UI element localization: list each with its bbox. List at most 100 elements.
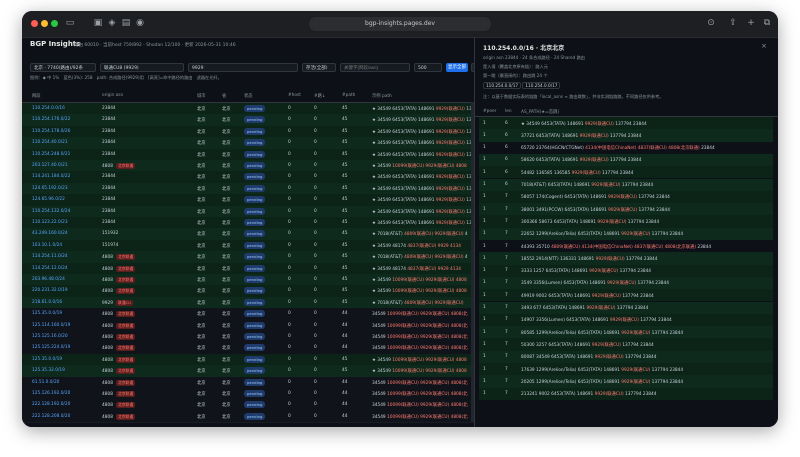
as-path-row[interactable]: 1 7 14907 3356(Lumen) 6453(TATA) 148691 99… — [479, 313, 773, 327]
as-path-row[interactable]: 1 7 38001 3491(PCCW) 6453(TATA) 148691 992… — [479, 203, 773, 216]
download-icon[interactable]: ⊙ — [707, 18, 715, 28]
as-path-row[interactable]: 1 7 300366 58673 6453(TATA) 148691 9929(联通… — [479, 215, 773, 228]
as-path-hop: 6453(TATA) — [546, 342, 573, 348]
as-path-row[interactable]: 1 7 3549 3356(Lumen) 6453(TATA) 148691 992… — [479, 276, 773, 290]
len-cell: 7 — [505, 305, 508, 310]
as-path-cell: 65720 23764(HGCN/CTGNet) 4134(中国电信ChinaN… — [521, 145, 715, 151]
sidebar-icon[interactable]: ▭ — [65, 18, 75, 28]
status-badge: pending — [244, 298, 266, 306]
prefix-cell: 110.254.132.0/24 — [32, 208, 71, 214]
as-path-row[interactable]: 1 6 54482 136585 136585 9929(联通CU) 137794 … — [479, 166, 773, 179]
as-path-row[interactable]: 1 6 37721 6453(TATA) 148691 9929(联通CU) 137… — [479, 129, 773, 142]
table-row[interactable]: 110.254.176.0/22 23844 北京 北京 pending 0 0 45 ★ 34… — [22, 114, 474, 127]
as-path-row[interactable]: 1 6 ★ 34549 6453(TATA) 148691 9929(联通CU) 1… — [479, 117, 773, 130]
search-input[interactable] — [340, 63, 410, 72]
as-path-hop: ★ — [372, 243, 376, 249]
as-path-row[interactable]: 1 7 49919 9002 6453(TATA) 148691 9929(联通CU… — [479, 289, 773, 302]
host-cell: 0 — [288, 220, 291, 225]
prov-cell: 北京 — [222, 141, 231, 147]
as-path-row[interactable]: 1 7 22652 1299(Arelion/Telia) 6453(TATA) 1… — [479, 227, 773, 240]
extension-icon[interactable]: ◉ — [136, 18, 144, 28]
as-path-hop: 34549 — [375, 175, 391, 181]
table-row[interactable]: 222.128.208.0/20 4808 北京联通 北京 北京 pending 0 0 44 3… — [22, 410, 474, 424]
col-status[interactable]: 状态 — [244, 94, 253, 99]
tab-icon[interactable]: ▣ — [93, 18, 103, 28]
status-badge: pending — [244, 150, 266, 158]
col-sample-path[interactable]: 示例 path — [372, 94, 392, 99]
as-path-row[interactable]: 1 7 80087 34549 6453(TATA) 148691 9929(联通C… — [479, 350, 773, 363]
routes-cell: 0 — [314, 185, 317, 191]
status-select[interactable]: 存活(全部) — [302, 63, 336, 72]
as-path-hop: 148691 — [588, 195, 607, 201]
col-city[interactable]: 城市 — [197, 94, 206, 99]
subnet-chip-2[interactable]: 110.254.0.0/17 — [522, 82, 561, 89]
table-scrollbar[interactable] — [471, 102, 474, 422]
status-badge: pending — [244, 162, 266, 169]
asn-input[interactable]: 9929 — [188, 63, 298, 72]
as-path-row[interactable]: 1 7 3333 1257 6453(TATA) 148691 9929(联通CU)… — [479, 264, 773, 277]
col-prov[interactable]: 省 — [222, 94, 227, 99]
host-cell: 0 — [288, 197, 291, 203]
col-host[interactable]: #host — [288, 93, 301, 98]
as-path-row[interactable]: 1 6 65720 23764(HGCN/CTGNet) 4134(中国电信Chin… — [479, 141, 773, 154]
as-path-hop: 4134 — [448, 243, 461, 249]
table-row[interactable]: 203.96.48.0/24 4808 北京联通 北京 北京 pending 0 0 45 ★ 3… — [22, 274, 474, 287]
peer-cell: 1 — [483, 255, 486, 261]
len-cell: 7 — [505, 243, 508, 249]
table-row[interactable]: 110.254.248.0/21 23844 北京 北京 pending 0 0 45 ★ 34… — [22, 148, 474, 161]
maximize-window-button[interactable] — [51, 20, 58, 27]
as-path-row[interactable]: 1 7 50300 3257 6453(TATA) 148691 9929(联通CU… — [479, 338, 773, 351]
sample-path-cell: 34549 10099(联通CU) 9929(联通CU) 4808(北 — [372, 414, 468, 420]
subnet-chip[interactable]: 110.254.0.0/17 — [483, 82, 522, 89]
as-path-hop: 10099(联通CU) — [385, 323, 419, 329]
as-path-hop: 7018(AT&T) — [521, 183, 547, 188]
as-path-hop: 23844 — [636, 269, 652, 275]
carrier-select[interactable]: 联通CU8 (9929) — [100, 63, 184, 72]
table-row[interactable]: 125.125.16.0/20 4808 北京联通 北京 北京 pending 0 0 44 34… — [22, 331, 474, 344]
city-cell: 北京 — [197, 255, 206, 261]
close-window-button[interactable] — [31, 20, 38, 27]
col-len: len — [505, 108, 512, 114]
paths-cell: 45 — [342, 208, 348, 214]
as-path-row[interactable]: 1 7 20205 1299(Arelion/Telia) 6453(TATA) 1… — [479, 375, 773, 388]
table-row[interactable]: 125.126.192.0/20 4808 北京联通 北京 北京 pending 0 0 44 3… — [22, 388, 474, 401]
address-bar[interactable]: bgp-insights.pages.dev — [309, 17, 491, 31]
table-row[interactable]: 110.254.132.0/24 23844 北京 北京 pending 0 0 45 ★ 34… — [22, 205, 474, 218]
col-origin-asn[interactable]: origin asn — [102, 93, 124, 98]
as-path-hop: ★ — [372, 118, 376, 124]
paths-cell: 45 — [342, 242, 348, 248]
table-row[interactable]: 125.35.0.0/19 4808 北京联通 北京 北京 pending 0 0 45 ★ 34… — [22, 353, 474, 367]
as-path-row[interactable]: 1 6 58620 6453(TATA) 148691 9929(联通CU) 137… — [479, 153, 773, 167]
close-icon[interactable]: × — [761, 42, 767, 50]
col-routes[interactable]: #路↓ — [314, 94, 326, 99]
as-path-row[interactable]: 1 7 80585 1299(Arelion/Telia) 6453(TATA) 1… — [479, 326, 773, 339]
as-path-hop: 6453(TATA) — [564, 318, 591, 324]
share-icon[interactable]: ⇪ — [729, 18, 737, 28]
shield-icon[interactable]: ◈ — [108, 18, 116, 28]
table-row[interactable]: 103.10.1.0/24 151974 北京 北京 pending 0 0 45 ★ 3454… — [22, 239, 474, 253]
col-paths[interactable]: #path — [342, 93, 356, 98]
as-path-row[interactable]: 1 7 18552 2914(NTT) 136331 148691 9929(联通C… — [479, 252, 773, 265]
as-path-row[interactable]: 1 7 44393 35710 4809(联通CU) 4134(中国电信ChinaN… — [479, 240, 773, 253]
as-path-row[interactable]: 1 7 3493 677 6453(TATA) 148691 9929(联通CU) … — [479, 301, 773, 314]
tabs-icon[interactable]: ⧉ — [763, 18, 771, 28]
as-path-hop: 10099(联通CU) — [390, 278, 425, 283]
new-tab-icon[interactable]: + — [747, 18, 755, 28]
as-path-hop: 137794 — [636, 281, 654, 287]
as-path-row[interactable]: 1 6 7018(AT&T) 6453(TATA) 148691 9929(联通CU… — [479, 178, 773, 191]
as-path-row[interactable]: 1 7 58057 174(Cogent) 6453(TATA) 148691 99… — [479, 190, 773, 204]
limit-input[interactable]: 500 — [414, 63, 442, 72]
as-path-hop: 148691 — [602, 232, 620, 238]
routes-cell: 0 — [314, 368, 317, 374]
reader-icon[interactable]: ▤ — [121, 18, 131, 28]
show-all-button[interactable]: 显示全部 — [446, 63, 468, 72]
as-path-hop: 137794 — [620, 293, 639, 299]
minimize-window-button[interactable] — [41, 20, 48, 27]
col-prefix[interactable]: 网段 — [32, 94, 41, 99]
as-path-row[interactable]: 1 7 213241 9002 6453(TATA) 148691 9929(联通C… — [479, 387, 773, 400]
sample-path-cell: ★ 34549 6453(TATA) 148691 9929(联通CU) 137 — [372, 186, 474, 192]
as-path-hop: 9929(联通CU) — [418, 380, 450, 386]
as-path-hop: 9929(联通CU) — [593, 355, 624, 361]
region-select[interactable]: 北京 · 7740(路由)/92条 — [30, 63, 96, 72]
as-path-row[interactable]: 1 7 17639 1299(Arelion/Telia) 6453(TATA) 1… — [479, 363, 773, 376]
